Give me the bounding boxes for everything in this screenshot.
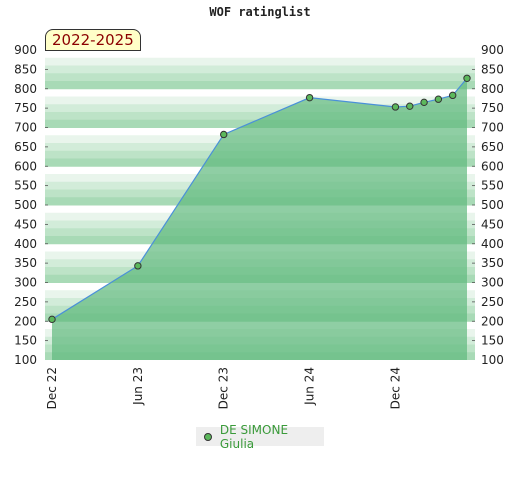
data-point xyxy=(220,130,228,139)
band-stripe xyxy=(45,112,475,121)
band-stripe xyxy=(45,81,475,90)
y-tick-label-left: 400 xyxy=(14,237,37,251)
y-tick-label-right: 450 xyxy=(481,217,504,231)
y-tick-label-right: 100 xyxy=(481,353,504,367)
y-tick-label-right: 250 xyxy=(481,295,504,309)
data-points-layer xyxy=(48,74,471,324)
data-point xyxy=(406,102,414,110)
y-tick-label-right: 800 xyxy=(481,82,504,96)
area-fill-layer xyxy=(52,78,467,360)
x-tick-label: Jun 23 xyxy=(131,367,145,406)
chart-title: WOF ratinglist xyxy=(209,5,311,19)
y-tick-label-right: 550 xyxy=(481,179,504,193)
band-stripe xyxy=(45,50,475,59)
y-tick-label-right: 650 xyxy=(481,140,504,154)
band-stripe xyxy=(45,104,475,113)
x-tick-label: Dec 22 xyxy=(45,367,59,409)
series-line xyxy=(51,77,468,320)
y-tick-label-right: 150 xyxy=(481,334,504,348)
y-axis-left: 100 150 200 250 300 350 400 450 500 550 600 650 700 7… xyxy=(14,43,48,367)
y-tick-label-right: 750 xyxy=(481,101,504,115)
x-tick-label: Dec 23 xyxy=(217,367,231,409)
y-tick-label-left: 450 xyxy=(14,217,37,231)
y-tick-label-left: 700 xyxy=(14,121,37,135)
data-point xyxy=(434,95,443,103)
y-tick-label-left: 300 xyxy=(14,276,37,290)
data-point xyxy=(448,91,457,100)
data-point xyxy=(420,98,428,107)
period-label: 2022-2025 xyxy=(45,29,141,51)
data-point xyxy=(134,262,142,270)
y-tick-label-right: 200 xyxy=(481,314,504,328)
x-axis: Dec 22 Jun 23 Dec 23 Jun 24 Dec 24 xyxy=(45,367,402,409)
y-tick-label-left: 100 xyxy=(14,353,37,367)
band-stripe xyxy=(45,73,475,82)
y-tick-label-left: 550 xyxy=(14,179,37,193)
legend-series-name: DE SIMONE Giulia xyxy=(219,422,289,451)
y-tick-label-left: 600 xyxy=(14,159,37,173)
series-area xyxy=(52,78,467,360)
y-axis-right: 100 150 200 250 300 350 400 450 500 550 600 650 700 7… xyxy=(472,43,504,367)
y-tick-label-left: 800 xyxy=(14,82,37,96)
data-point xyxy=(305,93,314,102)
y-tick-label-right: 850 xyxy=(481,62,504,76)
y-tick-label-left: 500 xyxy=(14,198,37,212)
y-tick-label-left: 900 xyxy=(14,43,37,57)
y-tick-label-left: 650 xyxy=(14,140,37,154)
data-point xyxy=(48,315,56,324)
y-tick-label-left: 850 xyxy=(14,62,37,76)
series-line-layer xyxy=(51,77,468,320)
data-point xyxy=(391,103,400,111)
band-stripe xyxy=(45,65,475,74)
legend: DE SIMONE Giulia xyxy=(196,423,324,451)
y-tick-label-right: 400 xyxy=(481,237,504,251)
band-stripe xyxy=(45,96,475,105)
y-tick-label-right: 700 xyxy=(481,121,504,135)
y-tick-label-right: 300 xyxy=(481,276,504,290)
legend-marker xyxy=(204,432,212,441)
y-tick-label-right: 900 xyxy=(481,43,504,57)
y-tick-label-left: 150 xyxy=(14,334,37,348)
band-stripe xyxy=(45,57,475,66)
y-tick-label-left: 350 xyxy=(14,256,37,270)
y-tick-label-left: 750 xyxy=(14,101,37,115)
y-tick-label-right: 500 xyxy=(481,198,504,212)
x-tick-label: Jun 24 xyxy=(303,367,317,406)
band-stripe xyxy=(45,88,475,97)
y-tick-label-right: 600 xyxy=(481,159,504,173)
x-tick-label: Dec 24 xyxy=(388,367,402,409)
y-tick-label-left: 250 xyxy=(14,295,37,309)
data-point xyxy=(463,74,471,82)
y-tick-label-right: 350 xyxy=(481,256,504,270)
y-tick-label-left: 200 xyxy=(14,314,37,328)
